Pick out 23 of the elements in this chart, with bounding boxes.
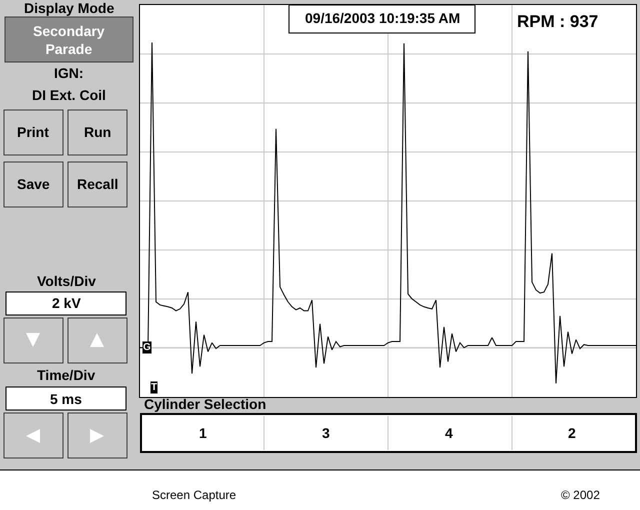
text: Save (17, 176, 50, 192)
text: Recall (77, 176, 118, 192)
text: 2 kV (52, 295, 82, 311)
text: Time/Div (37, 367, 96, 383)
text: Cylinder Selection (144, 396, 266, 412)
text: 1 (199, 425, 207, 441)
text: Display Mode (24, 0, 114, 16)
text: Volts/Div (37, 273, 96, 289)
text: Secondary Parade (33, 23, 105, 58)
text: 4 (445, 425, 453, 441)
text: Run (84, 124, 112, 140)
ref-line-label: G (143, 342, 151, 353)
text: © 2002 (561, 488, 600, 502)
text: IGN: (54, 65, 84, 81)
text: RPM : 937 (517, 12, 598, 31)
text: Print (17, 124, 50, 140)
text: DI Ext. Coil (32, 87, 106, 103)
text: Screen Capture (152, 488, 236, 502)
annotation: T (151, 382, 158, 393)
text: 2 (568, 425, 576, 441)
text: 5 ms (50, 391, 82, 407)
text: 3 (322, 425, 330, 441)
text: 09/16/2003 10:19:35 AM (305, 10, 460, 26)
